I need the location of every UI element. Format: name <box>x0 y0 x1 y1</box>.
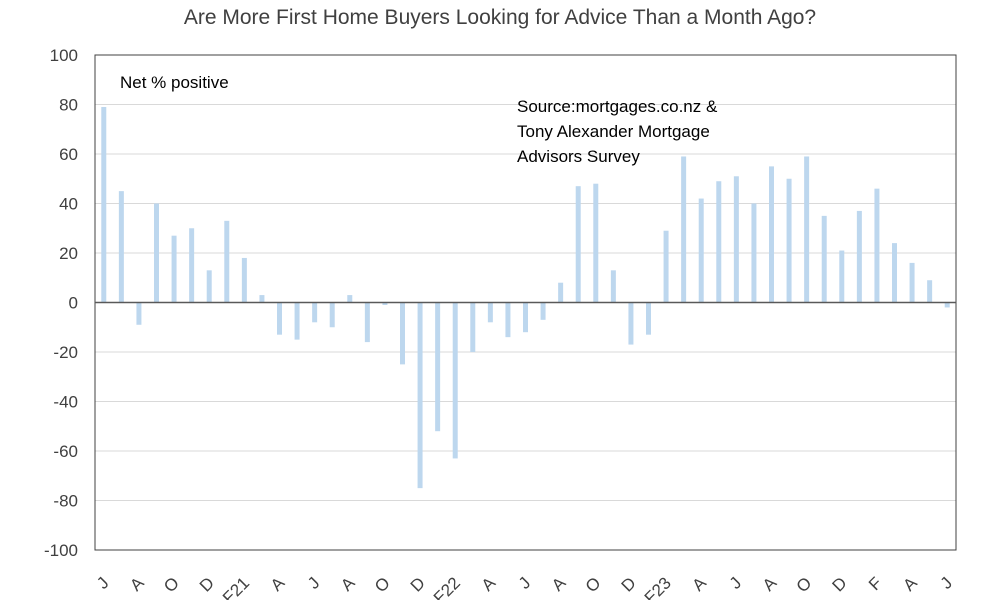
bar <box>927 280 933 303</box>
bar <box>224 220 230 303</box>
y-tick-label: 20 <box>59 244 78 263</box>
bar <box>452 302 458 459</box>
y-tick-label: 100 <box>50 46 78 65</box>
bar <box>716 181 722 303</box>
bar <box>364 302 370 343</box>
x-tick-label: J <box>93 573 112 592</box>
bar <box>804 156 810 303</box>
bar <box>189 228 195 303</box>
bar <box>523 302 528 333</box>
bar <box>856 210 862 303</box>
bar <box>118 191 124 303</box>
bar <box>487 302 493 323</box>
bar <box>733 176 739 303</box>
x-tick-label: F21 <box>219 573 253 600</box>
bar <box>839 250 845 303</box>
source-line: Tony Alexander Mortgage <box>517 122 710 141</box>
bar <box>575 186 581 303</box>
bar <box>154 203 159 303</box>
bar <box>136 302 142 325</box>
bar <box>821 215 827 303</box>
bar <box>698 198 704 303</box>
axes <box>94 54 957 551</box>
x-tick-label: O <box>582 573 605 596</box>
source-line: Advisors Survey <box>517 147 640 166</box>
bar <box>628 302 634 345</box>
chart-title: Are More First Home Buyers Looking for A… <box>183 6 817 29</box>
bar <box>417 302 423 489</box>
x-tick-label: A <box>126 573 148 595</box>
x-tick-label: A <box>478 573 500 595</box>
x-tick-label: A <box>548 573 570 595</box>
bar <box>259 295 265 303</box>
bar <box>769 166 774 303</box>
x-tick-label: A <box>267 573 289 595</box>
bar <box>400 302 405 365</box>
x-tick-label: D <box>618 573 640 595</box>
bar <box>874 188 880 303</box>
x-tick-label: D <box>196 573 218 595</box>
bar <box>241 257 247 303</box>
x-tick-label: J <box>726 573 745 592</box>
x-tick-label: F23 <box>641 573 675 600</box>
bar <box>558 282 564 303</box>
bar <box>610 270 616 303</box>
x-tick-label: D <box>407 573 429 595</box>
y-tick-label: 40 <box>59 195 78 214</box>
x-tick-label: D <box>828 573 850 595</box>
bar <box>540 302 546 320</box>
y-tick-label: -40 <box>53 393 78 412</box>
bar <box>944 302 950 308</box>
x-tick-label: J <box>515 573 534 592</box>
bar <box>505 302 511 338</box>
bars <box>101 106 950 489</box>
x-tick-label: A <box>899 573 921 595</box>
y-tick-label: -20 <box>53 343 78 362</box>
x-tick-label: O <box>371 573 394 596</box>
bar <box>681 156 687 303</box>
bar <box>294 302 300 340</box>
bar <box>329 302 335 328</box>
bar <box>646 302 651 335</box>
y-tick-label: 80 <box>59 96 78 115</box>
y-tick-label: -80 <box>53 492 78 511</box>
x-tick-label: A <box>759 573 781 595</box>
bar <box>206 270 212 303</box>
y-tick-label: -60 <box>53 442 78 461</box>
x-tick-label: A <box>689 573 711 595</box>
bar <box>892 243 897 303</box>
bar <box>663 230 669 303</box>
bar <box>101 106 107 303</box>
x-tick-label: J <box>304 573 323 592</box>
bar <box>171 235 177 303</box>
bar <box>593 183 599 303</box>
source-annotation: Source:mortgages.co.nz & Tony Alexander M… <box>517 97 718 166</box>
x-tick-label: O <box>160 573 183 596</box>
y-tick-label: 60 <box>59 145 78 164</box>
series-note: Net % positive <box>120 73 229 92</box>
bar <box>786 178 792 303</box>
x-tick-label: F <box>865 573 886 594</box>
bar <box>277 302 282 335</box>
bar <box>470 302 476 352</box>
y-tick-label: -100 <box>44 541 78 560</box>
bar <box>312 302 318 323</box>
y-tick-label: 0 <box>69 294 78 313</box>
x-tick-label: J <box>937 573 956 592</box>
bar <box>909 262 915 303</box>
bar <box>435 302 441 432</box>
bar <box>347 295 353 303</box>
source-line: Source:mortgages.co.nz & <box>517 97 718 116</box>
bar <box>382 302 388 305</box>
x-tick-label: F22 <box>430 573 464 600</box>
x-tick-label: A <box>337 573 359 595</box>
bar <box>751 203 757 303</box>
x-tick-label: O <box>793 573 816 596</box>
